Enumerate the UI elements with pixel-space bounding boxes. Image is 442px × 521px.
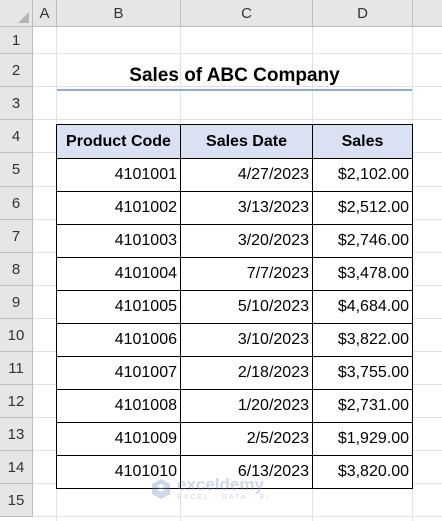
sales-date-cell[interactable]: 5/10/2023 [180,290,313,324]
exceldemy-logo-icon [152,478,170,499]
row-header-9[interactable]: 9 [0,286,33,319]
table-row: 4101006 3/10/2023 $3,822.00 [56,323,413,357]
header-sales[interactable]: Sales [312,124,413,159]
sales-cell[interactable]: $3,478.00 [312,257,413,291]
table-row: 4101007 2/18/2023 $3,755.00 [56,356,413,390]
row-header-12[interactable]: 12 [0,385,33,418]
product-code-cell[interactable]: 4101006 [56,323,181,357]
product-code-cell[interactable]: 4101005 [56,290,181,324]
row-header-2[interactable]: 2 [0,54,33,87]
sales-cell[interactable]: $4,684.00 [312,290,413,324]
row-header-11[interactable]: 11 [0,352,33,385]
table-row: 4101005 5/10/2023 $4,684.00 [56,290,413,324]
sales-cell[interactable]: $3,820.00 [312,455,413,489]
sales-cell[interactable]: $3,755.00 [312,356,413,390]
sales-date-cell[interactable]: 3/20/2023 [180,224,313,258]
sales-cell[interactable]: $1,929.00 [312,422,413,456]
gridline [412,27,413,521]
table-row: 4101003 3/20/2023 $2,746.00 [56,224,413,258]
product-code-cell[interactable]: 4101007 [56,356,181,390]
sales-cell[interactable]: $2,512.00 [312,191,413,225]
table-row: 4101008 1/20/2023 $2,731.00 [56,389,413,423]
product-code-cell[interactable]: 4101010 [56,455,181,489]
gridline [33,516,442,517]
header-product-code[interactable]: Product Code [56,124,181,159]
title-underline [57,89,412,91]
row-header-7[interactable]: 7 [0,220,33,253]
table-row: 4101009 2/5/2023 $1,929.00 [56,422,413,456]
column-header-c[interactable]: C [181,0,313,27]
row-header-8[interactable]: 8 [0,253,33,286]
gridline [33,86,442,87]
table-row: 4101001 4/27/2023 $2,102.00 [56,158,413,192]
product-code-cell[interactable]: 4101004 [56,257,181,291]
product-code-cell[interactable]: 4101003 [56,224,181,258]
sales-date-cell[interactable]: 3/10/2023 [180,323,313,357]
sales-date-cell[interactable]: 6/13/2023 [180,455,313,489]
row-header-1[interactable]: 1 [0,27,33,54]
product-code-cell[interactable]: 4101008 [56,389,181,423]
sales-date-cell[interactable]: 7/7/2023 [180,257,313,291]
column-header-b[interactable]: B [57,0,181,27]
product-code-cell[interactable]: 4101001 [56,158,181,192]
sheet-title[interactable]: Sales of ABC Company [129,64,340,86]
row-header-4[interactable]: 4 [0,120,33,153]
row-header-5[interactable]: 5 [0,153,33,187]
sales-date-cell[interactable]: 4/27/2023 [180,158,313,192]
product-code-cell[interactable]: 4101002 [56,191,181,225]
table-row: 4101004 7/7/2023 $3,478.00 [56,257,413,291]
column-header-d[interactable]: D [313,0,413,27]
row-header-10[interactable]: 10 [0,319,33,352]
row-header-15[interactable]: 15 [0,484,33,517]
watermark-name: exceldemy [177,475,264,494]
table-row: 4101002 3/13/2023 $2,512.00 [56,191,413,225]
row-header-6[interactable]: 6 [0,187,33,220]
sales-cell[interactable]: $2,102.00 [312,158,413,192]
gridline [33,53,442,54]
row-header-14[interactable]: 14 [0,451,33,484]
sales-date-cell[interactable]: 2/18/2023 [180,356,313,390]
column-header-e[interactable] [413,0,442,27]
header-sales-date[interactable]: Sales Date [180,124,313,159]
sales-cell[interactable]: $3,822.00 [312,323,413,357]
sales-date-cell[interactable]: 3/13/2023 [180,191,313,225]
sales-cell[interactable]: $2,746.00 [312,224,413,258]
sales-table: Product Code Sales Date Sales 4101001 4/2… [56,124,413,489]
row-header-3[interactable]: 3 [0,87,33,120]
select-all-triangle-icon [18,12,29,23]
table-row: 4101010 6/13/2023 $3,820.00 [56,455,413,489]
watermark: exceldemy EXCEL · DATA · BI [150,476,270,501]
column-header-a[interactable]: A [33,0,57,27]
row-header-13[interactable]: 13 [0,418,33,451]
select-all-button[interactable] [0,0,33,27]
table-header-row: Product Code Sales Date Sales [56,124,413,159]
product-code-cell[interactable]: 4101009 [56,422,181,456]
sales-date-cell[interactable]: 2/5/2023 [180,422,313,456]
gridline [33,119,442,120]
sales-date-cell[interactable]: 1/20/2023 [180,389,313,423]
watermark-tagline: EXCEL · DATA · BI [177,494,270,501]
sales-cell[interactable]: $2,731.00 [312,389,413,423]
